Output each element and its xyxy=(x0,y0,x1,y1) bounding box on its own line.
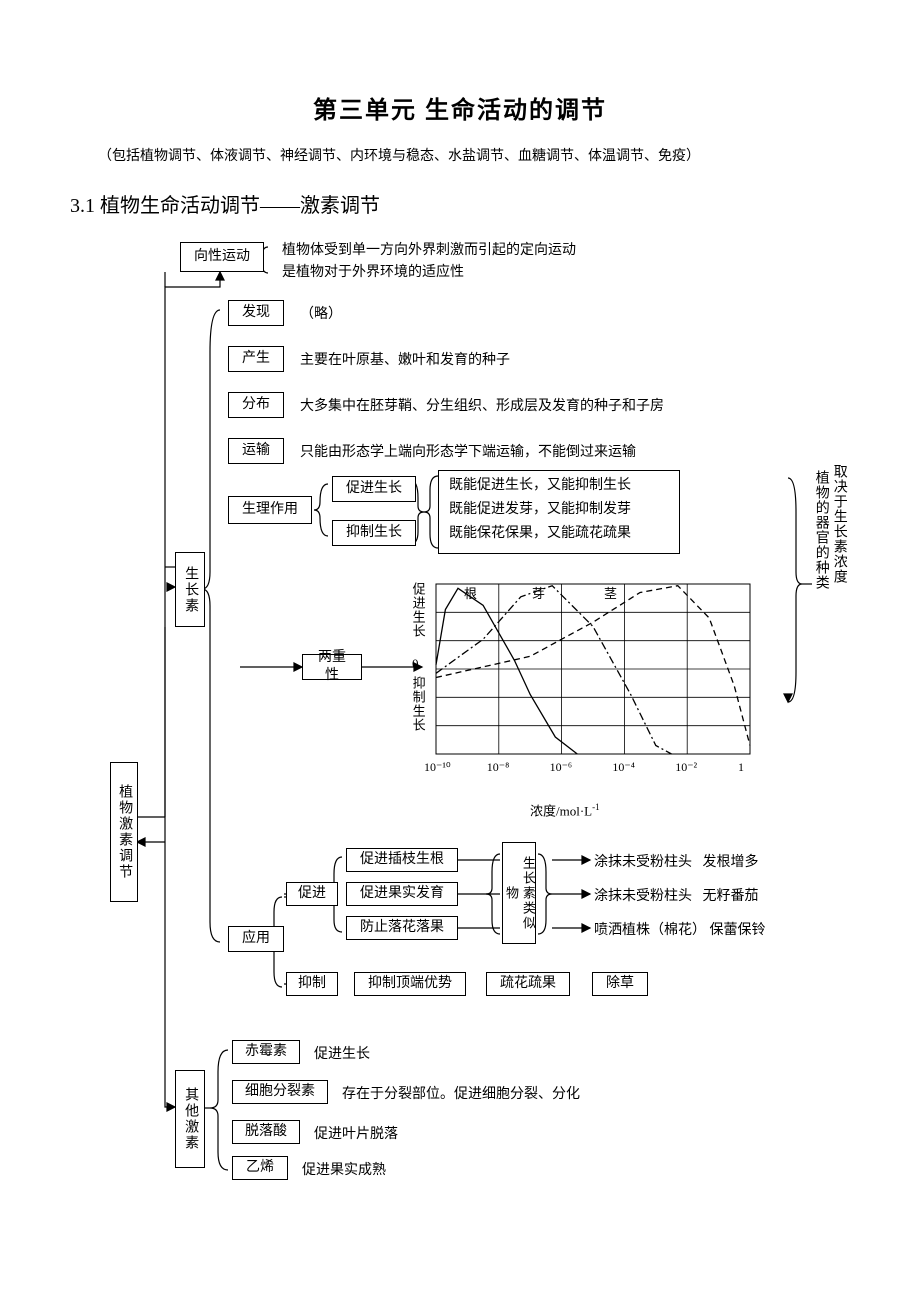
legend-root: 根 xyxy=(464,584,477,605)
node-yizhi-grow: 抑制生长 xyxy=(332,520,416,546)
xiangxing-line1: 植物体受到单一方向外界刺激而引起的定向运动 xyxy=(282,240,576,262)
node-xibao: 细胞分裂素 xyxy=(232,1080,328,1104)
node-yingyong: 应用 xyxy=(228,926,284,952)
node-y1: 抑制顶端优势 xyxy=(354,972,466,996)
text-chansheng: 主要在叶原基、嫩叶和发育的种子 xyxy=(300,350,510,372)
chart-xtick: 10⁻⁸ xyxy=(487,758,510,777)
dose-response-chart xyxy=(428,580,758,775)
node-yizhi: 抑制 xyxy=(286,972,338,996)
dual-line2: 既能促进发芽，又能抑制发芽 xyxy=(449,501,669,519)
node-liangchong: 两重性 xyxy=(302,654,362,680)
chart-xtick: 10⁻² xyxy=(675,758,697,777)
chart-y-top: 促进生长 xyxy=(410,582,426,638)
dual-line3: 既能保花保果，又能疏花疏果 xyxy=(449,525,669,543)
r3: 喷洒植株（棉花） 保蕾保铃 xyxy=(594,920,766,942)
node-yunshu: 运输 xyxy=(228,438,284,464)
node-cujin-grow: 促进生长 xyxy=(332,476,416,502)
node-shengli: 生理作用 xyxy=(228,496,312,524)
right-col-organ: 植物的器官的种类 xyxy=(812,470,829,590)
right-col-depend: 取决于生长素浓度 xyxy=(830,464,847,584)
legend-bud: 芽 xyxy=(532,584,545,605)
text-yixi: 促进果实成熟 xyxy=(302,1160,386,1182)
node-chimei: 赤霉素 xyxy=(232,1040,300,1064)
text-fenbu: 大多集中在胚芽鞘、分生组织、形成层及发育的种子和子房 xyxy=(300,396,664,418)
node-fenbu: 分布 xyxy=(228,392,284,418)
node-y3: 除草 xyxy=(592,972,648,996)
node-c1: 促进插枝生根 xyxy=(346,848,458,872)
chart-xtick: 1 xyxy=(738,758,744,777)
chart-xtick: 10⁻⁴ xyxy=(612,758,635,777)
node-faxian: 发现 xyxy=(228,300,284,326)
chart-x-label: 浓度/mol·L-1 xyxy=(530,800,600,822)
text-faxian: （略） xyxy=(300,304,342,326)
r2: 涂抹未受粉柱头 无籽番茄 xyxy=(594,886,759,908)
node-other-hormones: 其他激素 xyxy=(175,1070,205,1168)
r1: 涂抹未受粉柱头 发根增多 xyxy=(594,852,759,874)
chart-zero: 0 xyxy=(412,654,419,675)
node-y2: 疏花疏果 xyxy=(486,972,570,996)
chart-xtick: 10⁻¹⁰ xyxy=(424,758,451,777)
text-xibao: 存在于分裂部位。促进细胞分裂、分化 xyxy=(342,1084,580,1106)
node-xiangxing: 向性运动 xyxy=(180,242,264,272)
dual-line1: 既能促进生长，又能抑制生长 xyxy=(449,477,669,495)
legend-stem: 茎 xyxy=(604,584,617,605)
node-cujin: 促进 xyxy=(286,882,338,906)
node-c2: 促进果实发育 xyxy=(346,882,458,906)
node-yixi: 乙烯 xyxy=(232,1156,288,1180)
section-heading: 3.1 植物生命活动调节——激素调节 xyxy=(70,189,850,218)
xiangxing-line2: 是植物对于外界环境的适应性 xyxy=(282,262,464,284)
node-dual-effects: 既能促进生长，又能抑制生长 既能促进发芽，又能抑制发芽 既能保花保果，又能疏花疏… xyxy=(438,470,680,554)
text-yunshu: 只能由形态学上端向形态学下端运输，不能倒过来运输 xyxy=(300,442,636,464)
node-analog: 生长素类似物 xyxy=(502,842,536,944)
node-root: 植物激素调节 xyxy=(110,762,138,902)
concept-diagram: 植物激素调节 向性运动 生长素 其他激素 植物体受到单一方向外界刺激而引起的定向… xyxy=(70,232,850,1177)
node-c3: 防止落花落果 xyxy=(346,916,458,940)
node-auxin: 生长素 xyxy=(175,552,205,627)
chart-y-bot: 抑制生长 xyxy=(410,676,426,732)
page-title: 第三单元 生命活动的调节 xyxy=(70,90,850,125)
node-tuoluo: 脱落酸 xyxy=(232,1120,300,1144)
node-chansheng: 产生 xyxy=(228,346,284,372)
text-tuoluo: 促进叶片脱落 xyxy=(314,1124,398,1146)
chart-xtick: 10⁻⁶ xyxy=(550,758,573,777)
text-chimei: 促进生长 xyxy=(314,1044,370,1066)
intro-text: （包括植物调节、体液调节、神经调节、内环境与稳态、水盐调节、血糖调节、体温调节、… xyxy=(70,143,850,171)
